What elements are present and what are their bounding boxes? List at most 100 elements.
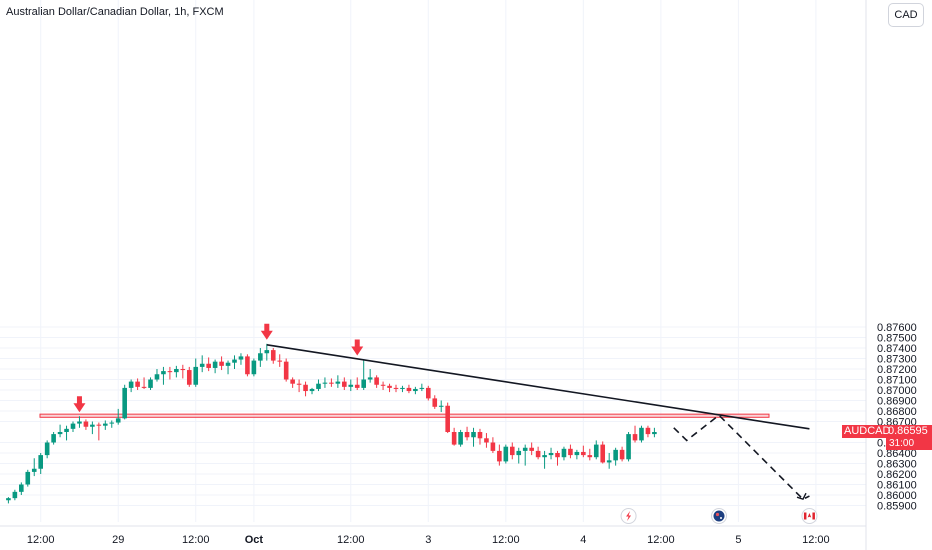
candle-body — [458, 432, 463, 445]
candle-body — [619, 449, 625, 460]
candle — [413, 386, 418, 395]
price-tick-label: 0.87600 — [877, 322, 917, 334]
canada-flag-icon[interactable] — [801, 508, 818, 524]
candle — [374, 375, 379, 388]
candle-body — [270, 350, 276, 361]
candle-body — [503, 446, 509, 462]
resistance-zone[interactable] — [39, 413, 770, 418]
candle — [277, 354, 283, 367]
candle — [238, 353, 244, 365]
candle-body — [561, 448, 567, 458]
candle — [303, 381, 308, 397]
candle — [115, 408, 121, 425]
candle — [406, 384, 412, 394]
price-tick-label: 0.87500 — [877, 333, 917, 345]
candle — [135, 378, 140, 390]
candle-body — [277, 360, 283, 362]
candle-body — [12, 491, 18, 499]
candle — [25, 469, 31, 487]
candle-body — [497, 450, 502, 462]
last-price-label: AUDCAD0.86595 — [842, 425, 932, 438]
candle — [593, 440, 599, 460]
australia-flag-icon[interactable] — [711, 508, 727, 524]
candle-body — [219, 361, 224, 366]
candle — [206, 357, 211, 372]
candle — [335, 375, 341, 388]
candle-body — [186, 370, 192, 385]
candle — [380, 381, 386, 390]
candle — [64, 425, 69, 441]
currency-badge[interactable]: CAD — [888, 3, 924, 27]
candle-body — [522, 447, 528, 451]
candle-body — [568, 448, 573, 456]
candle-body — [148, 379, 153, 388]
candle-body — [135, 381, 140, 387]
time-tick-label: 12:00 — [802, 534, 830, 546]
candle — [38, 453, 43, 474]
price-tick-label: 0.87200 — [877, 364, 917, 376]
candle-body — [581, 451, 586, 456]
candle-body — [484, 438, 489, 443]
projection-path[interactable] — [673, 414, 810, 501]
candle-body — [509, 446, 515, 456]
candle — [109, 420, 115, 428]
candle-body — [342, 381, 347, 387]
candle-body — [44, 442, 50, 456]
candle — [212, 359, 218, 374]
candle-body — [25, 471, 31, 485]
price-tick-label: 0.87300 — [877, 354, 917, 366]
resistance-zone-rect[interactable] — [39, 413, 770, 418]
lightning-icon[interactable] — [620, 508, 637, 524]
candle-body — [652, 432, 657, 435]
price-tick-label: 0.87400 — [877, 343, 917, 355]
projection-line[interactable] — [673, 414, 810, 501]
candle — [471, 427, 476, 447]
candle — [290, 377, 295, 388]
price-tick-label: 0.86400 — [877, 448, 917, 460]
candle-body — [238, 356, 244, 360]
candle — [458, 429, 463, 447]
candle-body — [303, 384, 308, 392]
candle — [568, 444, 573, 459]
candle — [329, 378, 334, 387]
candle — [193, 358, 199, 387]
trendline-line[interactable] — [266, 344, 810, 430]
candle-body — [206, 363, 211, 368]
time-tick-label: 12:00 — [647, 534, 675, 546]
candle-body — [122, 387, 127, 419]
price-tick-label: 0.86200 — [877, 469, 917, 481]
candle — [180, 364, 186, 379]
candle — [639, 425, 644, 443]
candle — [251, 358, 257, 377]
candle-body — [64, 428, 69, 432]
candle — [426, 385, 431, 401]
candle-body — [626, 434, 631, 460]
candle — [283, 358, 289, 382]
event-icons[interactable] — [620, 508, 818, 524]
candle — [77, 416, 82, 428]
candle-body — [593, 444, 599, 458]
candle-body — [90, 424, 95, 427]
time-axis[interactable]: 12:00 29 12:00 Oct 12:00 3 12:00 4 12:00 5 12:00 — [0, 525, 866, 546]
candle — [264, 343, 270, 361]
candle-body — [193, 366, 199, 385]
candle — [154, 369, 160, 382]
price-axis[interactable]: 0.876000.875000.874000.873000.872000.871… — [865, 0, 917, 550]
candle — [57, 424, 63, 438]
candle — [161, 366, 166, 385]
candle-body — [606, 460, 612, 463]
candle — [432, 395, 438, 409]
candle — [626, 432, 631, 462]
trendline[interactable] — [266, 344, 810, 430]
time-tick-label: 29 — [112, 534, 124, 546]
candle-body — [374, 377, 379, 385]
candle — [70, 421, 76, 432]
candle — [548, 447, 554, 460]
candle — [316, 379, 321, 392]
candle-body — [103, 423, 108, 426]
candle — [51, 432, 56, 445]
candle-body — [180, 369, 186, 371]
time-tick-label: 12:00 — [492, 534, 520, 546]
